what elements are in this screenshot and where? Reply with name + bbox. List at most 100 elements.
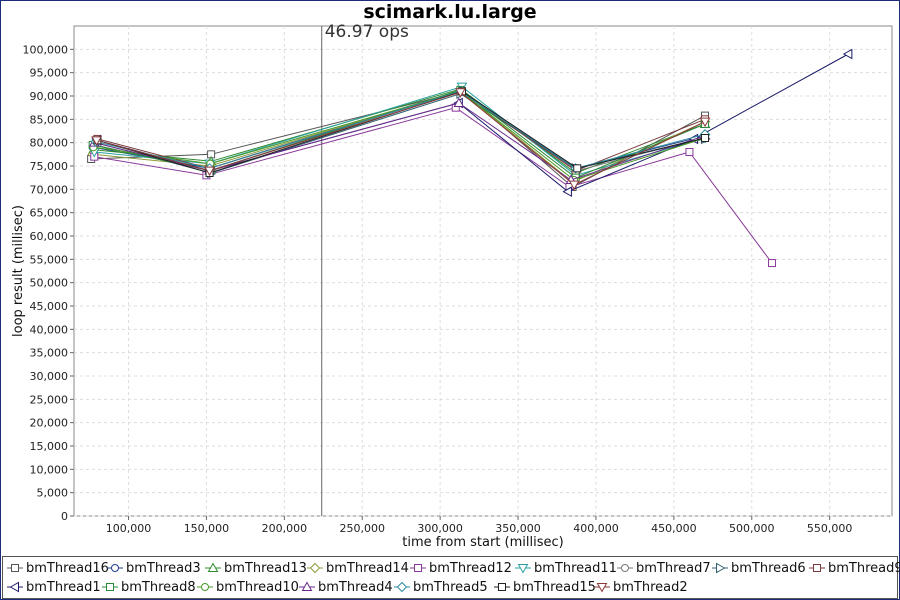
legend-item: bmThread9: [809, 559, 900, 577]
y-tick-label: 10,000: [30, 463, 69, 476]
y-tick-label: 15,000: [30, 440, 69, 453]
legend-swatch-marker: [9, 581, 19, 593]
x-tick-label: 200,000: [262, 522, 308, 535]
legend-item: bmThread14: [307, 559, 409, 577]
legend-swatch-marker: [106, 583, 114, 591]
legend-swatch: [107, 564, 123, 572]
legend-label: bmThread3: [126, 560, 201, 576]
y-tick-label: 35,000: [30, 347, 69, 360]
legend-item: bmThread2: [594, 578, 688, 596]
y-tick-label: 100,000: [23, 43, 69, 56]
data-point: [91, 136, 102, 146]
legend-label: bmThread13: [224, 560, 307, 576]
legend-label: bmThread9: [828, 560, 900, 576]
y-tick-label: 5,000: [37, 487, 69, 500]
legend-item: bmThread4: [299, 578, 393, 596]
legend-label: bmThread2: [613, 579, 688, 595]
y-tick-label: 95,000: [30, 67, 69, 80]
legend-label: bmThread7: [636, 560, 711, 576]
y-tick-label: 55,000: [30, 253, 69, 266]
legend-item: bmThread7: [617, 559, 711, 577]
y-tick-label: 30,000: [30, 370, 69, 383]
y-tick-label: 40,000: [30, 323, 69, 336]
legend-label: bmThread6: [731, 560, 806, 576]
series-bmThread2: [91, 88, 711, 191]
y-tick-label: 50,000: [30, 277, 69, 290]
legend-label: bmThread15: [513, 579, 596, 595]
legend-swatch-marker: [517, 564, 529, 574]
x-tick-label: 400,000: [573, 522, 619, 535]
legend-item: bmThread13: [205, 559, 307, 577]
x-tick-label: 250,000: [339, 522, 385, 535]
legend: bmThread16 bmThread3 bmThread13 bmThread14 b…: [2, 556, 900, 599]
data-point: [455, 88, 466, 98]
legend-item: bmThread5: [394, 578, 488, 596]
grid: [74, 26, 892, 517]
legend-swatch: [617, 564, 633, 572]
chart-plot: 0 5,000 10,000 15,000 20,000 25,000 30,000 35,0…: [11, 22, 893, 550]
legend-swatch-marker: [207, 562, 219, 572]
legend-item: bmThread6: [712, 559, 806, 577]
x-axis-label: time from start (millisec): [402, 535, 563, 550]
legend-swatch-marker: [201, 583, 209, 591]
legend-swatch: [394, 581, 410, 593]
y-tick-label: 20,000: [30, 417, 69, 430]
legend-swatch: [410, 564, 426, 572]
legend-label: bmThread16: [26, 560, 109, 576]
x-tick-label: 300,000: [417, 522, 463, 535]
marker-line-group: 46.97 ops: [321, 22, 409, 516]
legend-item: bmThread12: [410, 559, 512, 577]
legend-swatch-marker: [414, 564, 422, 572]
x-tick-label: 150,000: [184, 522, 230, 535]
legend-swatch: [594, 583, 610, 593]
legend-label: bmThread11: [534, 560, 617, 576]
chart-title: scimark.lu.large: [363, 1, 537, 23]
legend-swatch-marker: [498, 583, 506, 591]
legend-item: bmThread15: [494, 578, 596, 596]
legend-swatch: [809, 564, 825, 572]
x-tick-label: 450,000: [651, 522, 697, 535]
legend-swatch: [515, 564, 531, 574]
y-tick-label: 85,000: [30, 113, 69, 126]
y-tick-label: 65,000: [30, 207, 69, 220]
legend-swatch: [7, 581, 23, 593]
data-point: [701, 134, 710, 142]
series-lines: [87, 48, 853, 268]
legend-item: bmThread3: [107, 559, 201, 577]
x-tick-label: 550,000: [807, 522, 853, 535]
legend-item: bmThread10: [197, 578, 299, 596]
legend-item: bmThread11: [515, 559, 617, 577]
legend-item: bmThread1: [7, 578, 101, 596]
y-tick-label: 70,000: [30, 183, 69, 196]
y-axis-ticks: 0 5,000 10,000 15,000 20,000 25,000 30,000 35,0…: [23, 43, 74, 523]
legend-swatch: [102, 583, 118, 591]
legend-label: bmThread14: [326, 560, 409, 576]
legend-label: bmThread1: [26, 579, 101, 595]
legend-swatch-marker: [716, 562, 726, 574]
marker-line-label: 46.97 ops: [325, 22, 409, 42]
legend-swatch: [712, 562, 728, 574]
legend-item: bmThread8: [102, 578, 196, 596]
data-point: [453, 97, 465, 107]
data-point: [573, 164, 582, 173]
data-point: [562, 186, 572, 198]
legend-swatch: [299, 581, 315, 591]
legend-label: bmThread12: [429, 560, 512, 576]
legend-swatch: [7, 564, 23, 572]
data-point: [685, 148, 694, 156]
legend-item: bmThread16: [7, 559, 109, 577]
y-tick-label: 45,000: [30, 300, 69, 313]
y-tick-label: 90,000: [30, 90, 69, 103]
plot-area: [73, 25, 893, 517]
data-point: [568, 180, 580, 191]
legend-swatch: [205, 562, 221, 572]
legend-label: bmThread8: [121, 579, 196, 595]
legend-swatch: [307, 562, 323, 574]
data-point: [768, 259, 777, 268]
legend-label: bmThread10: [216, 579, 299, 595]
y-axis-label: loop result (millisec): [11, 205, 26, 337]
legend-swatch: [197, 583, 213, 591]
legend-swatch-marker: [301, 581, 313, 591]
data-point: [699, 117, 711, 128]
y-tick-label: 0: [61, 510, 68, 523]
